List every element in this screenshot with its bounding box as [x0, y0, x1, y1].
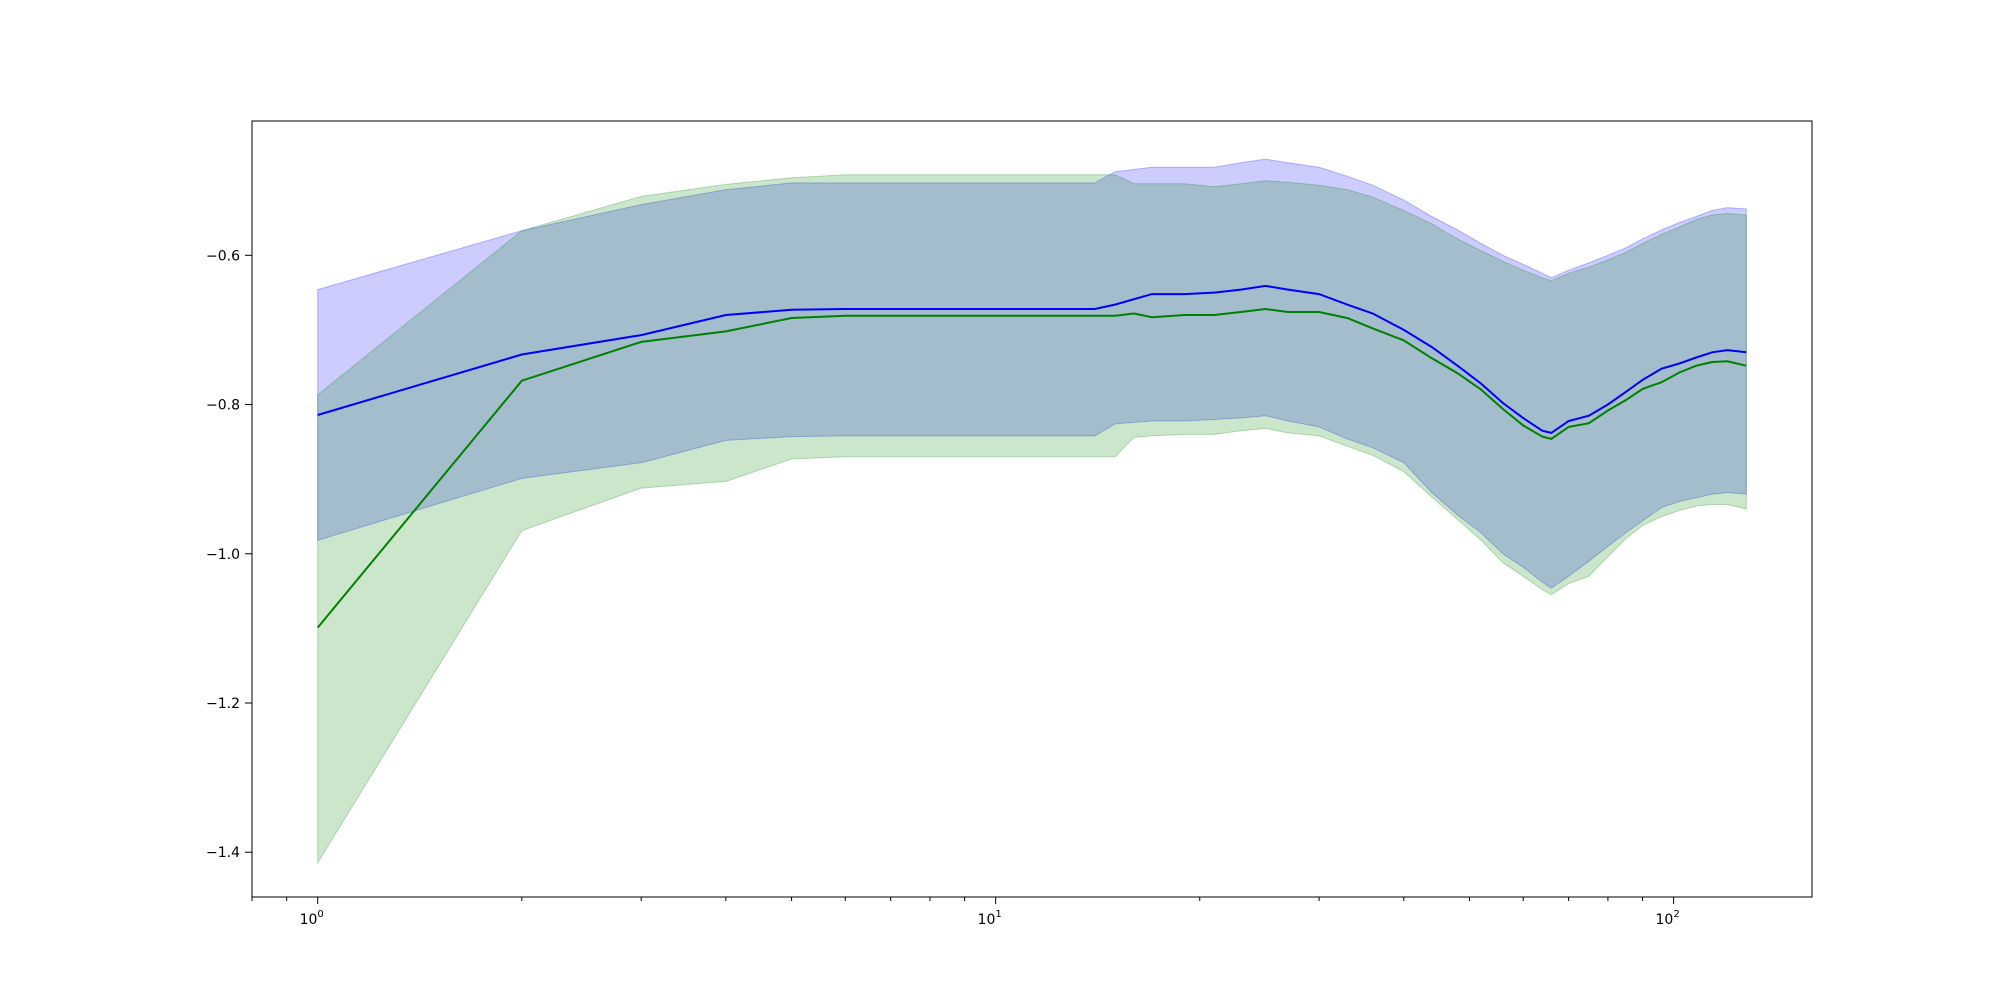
- series-1-line: [317, 284, 1747, 434]
- y-axis: −0.6 −0.8 −1.0 −1.2 −1.4: [206, 248, 252, 861]
- x-axis: 100 101 102: [251, 897, 1680, 928]
- series-2-band: [317, 174, 1747, 865]
- y-tick-label: −1.0: [206, 547, 240, 563]
- series-1-band: [317, 158, 1747, 589]
- x-tick-label: 102: [1656, 909, 1680, 928]
- x-tick-label: 101: [978, 909, 1002, 928]
- y-tick-label: −0.6: [206, 248, 240, 264]
- confidence-bands: [317, 158, 1747, 865]
- y-tick-label: −1.2: [206, 696, 240, 712]
- series-lines: [316, 284, 1747, 629]
- series-2-line: [316, 307, 1747, 629]
- x-tick-label: 100: [300, 909, 324, 928]
- plot-frame: [251, 120, 1813, 898]
- y-tick-label: −0.8: [206, 398, 240, 414]
- y-tick-label: −1.4: [206, 845, 240, 861]
